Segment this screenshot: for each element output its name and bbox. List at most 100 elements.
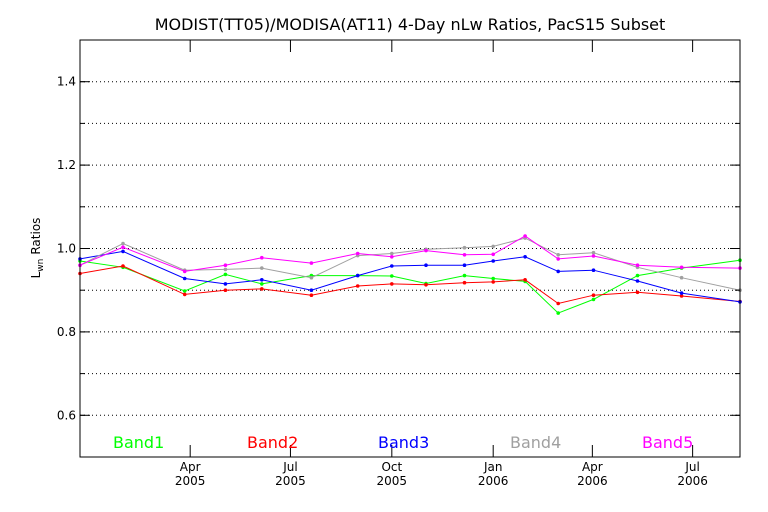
x-tick-label-year: 2005 <box>175 474 206 488</box>
x-tick-label-year: 2005 <box>377 474 408 488</box>
x-tick-label-month: Apr <box>180 460 201 474</box>
data-point-band5 <box>462 253 467 257</box>
data-point-band5 <box>491 252 496 257</box>
data-point-band5 <box>223 263 228 268</box>
data-point-band3 <box>121 249 125 254</box>
data-point-band1 <box>591 297 596 302</box>
data-point-band5 <box>424 248 428 253</box>
legend-band4: Band4 <box>510 433 561 452</box>
data-point-band4 <box>462 245 467 250</box>
x-tick-label-month: Jul <box>684 460 699 474</box>
y-axis: 0.6 0.8 1.0 1.2 1.4 <box>57 75 740 422</box>
x-tick-label-month: Jul <box>282 460 297 474</box>
data-point-band3 <box>635 279 640 283</box>
chart-title: MODIST(TT05)/MODISA(AT11) 4-Day nLw Rati… <box>155 15 666 34</box>
data-point-band2 <box>121 264 125 268</box>
data-point-band5 <box>182 269 187 274</box>
data-point-band5 <box>523 234 527 238</box>
series-lines <box>78 234 742 315</box>
data-point-band1 <box>491 276 496 281</box>
data-point-band3 <box>309 288 314 293</box>
data-point-band1 <box>556 311 560 315</box>
x-tick-label-month: Jan <box>483 460 503 474</box>
data-point-band2 <box>182 292 187 297</box>
data-point-band4 <box>556 253 560 257</box>
data-point-band2 <box>523 278 527 282</box>
data-point-band4 <box>491 244 496 249</box>
data-point-band2 <box>491 280 496 284</box>
data-point-band1 <box>223 272 228 277</box>
x-tick-label-month: Oct <box>381 460 402 474</box>
data-point-band3 <box>491 259 496 263</box>
data-point-band1 <box>260 282 264 286</box>
data-point-band3 <box>462 263 467 268</box>
data-point-band5 <box>309 261 314 265</box>
y-tick-label: 1.4 <box>57 75 76 89</box>
data-point-band2 <box>635 290 640 295</box>
data-point-band3 <box>679 291 684 295</box>
data-point-band5 <box>591 254 596 258</box>
data-point-band2 <box>556 301 560 306</box>
data-point-band5 <box>679 265 684 270</box>
data-point-band5 <box>390 254 394 259</box>
data-point-band4 <box>679 275 684 280</box>
data-point-band4 <box>260 266 264 270</box>
data-point-band5 <box>556 257 560 261</box>
y-axis-label-subscript: wn <box>36 259 46 272</box>
y-axis-label: Lwn Ratios <box>29 218 46 279</box>
data-point-band1 <box>462 273 467 278</box>
data-point-band4 <box>121 241 125 246</box>
data-point-band2 <box>679 294 684 298</box>
x-tick-label-year: 2006 <box>577 474 608 488</box>
data-point-band3 <box>223 282 228 286</box>
data-point-band3 <box>591 268 596 273</box>
data-point-band2 <box>309 293 314 298</box>
data-point-band5 <box>355 251 360 256</box>
data-point-band2 <box>591 293 596 298</box>
y-tick-label: 1.0 <box>57 242 76 256</box>
data-point-band2 <box>424 283 428 287</box>
series-line-band5 <box>79 235 741 272</box>
x-tick-label-year: 2006 <box>478 474 509 488</box>
data-point-band2 <box>260 287 264 291</box>
data-point-band2 <box>390 282 394 286</box>
legend-band2: Band2 <box>247 433 298 452</box>
x-axis: Apr2005Jul2005Oct2005Jan2006Apr2006Jul20… <box>175 40 708 488</box>
data-point-band2 <box>223 288 228 293</box>
data-point-band3 <box>424 263 428 268</box>
data-point-band3 <box>523 254 527 259</box>
series-line-band2 <box>79 265 741 305</box>
data-point-band3 <box>355 273 360 278</box>
data-point-band1 <box>182 289 187 293</box>
y-axis-label-text: Ratios <box>29 218 43 255</box>
data-point-band3 <box>556 269 560 274</box>
y-axis-label-symbol: L <box>29 271 43 278</box>
data-point-band1 <box>390 274 394 278</box>
data-point-band5 <box>121 245 125 249</box>
legend-band5: Band5 <box>642 433 693 452</box>
data-point-band2 <box>355 284 360 288</box>
legend: Band1 Band2 Band3 Band4 Band5 <box>113 433 693 452</box>
data-point-band3 <box>260 278 264 282</box>
data-point-band3 <box>390 264 394 268</box>
x-tick-label-year: 2006 <box>677 474 708 488</box>
data-point-band5 <box>635 263 640 268</box>
legend-band1: Band1 <box>113 433 164 452</box>
x-tick-label-month: Apr <box>582 460 603 474</box>
data-point-band3 <box>182 276 187 281</box>
data-point-band4 <box>390 251 394 256</box>
data-point-band5 <box>260 255 264 260</box>
data-point-band1 <box>635 273 640 278</box>
y-tick-label: 0.8 <box>57 325 76 339</box>
grid-lines <box>80 81 740 416</box>
y-tick-label: 1.2 <box>57 158 76 172</box>
y-tick-label: 0.6 <box>57 408 76 422</box>
series-line-band3 <box>79 250 741 303</box>
data-point-band2 <box>462 280 467 285</box>
data-point-band4 <box>309 275 314 280</box>
data-point-band4 <box>223 267 228 272</box>
data-point-band4 <box>591 250 596 255</box>
x-tick-label-year: 2005 <box>275 474 306 488</box>
plot-frame <box>79 39 741 458</box>
